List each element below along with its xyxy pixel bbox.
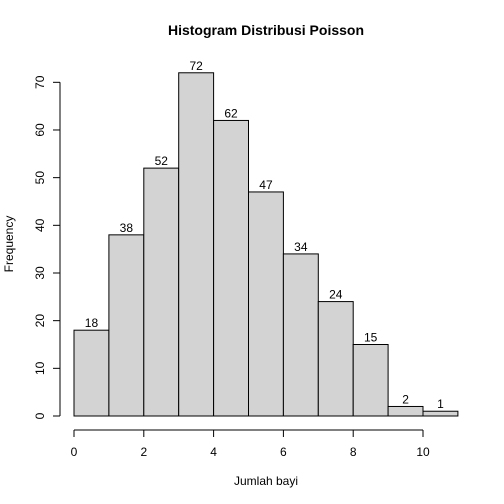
bar-data-label: 52 — [155, 154, 169, 168]
histogram-bar — [352, 344, 389, 417]
y-tick-label: 40 — [33, 218, 47, 232]
histogram-bar — [248, 191, 284, 417]
x-tick-label: 2 — [140, 445, 147, 459]
y-tick-label: 70 — [33, 75, 47, 89]
y-tick-label: 20 — [33, 314, 47, 328]
x-tick-label: 8 — [350, 445, 357, 459]
y-tick-label: 0 — [33, 412, 47, 419]
histogram-bar — [73, 329, 110, 417]
y-tick-label: 10 — [33, 361, 47, 375]
bar-data-label: 38 — [120, 221, 134, 235]
bar-data-label: 24 — [329, 288, 343, 302]
bars-group — [73, 72, 459, 417]
x-tick-label: 6 — [280, 445, 287, 459]
bar-data-label: 1 — [437, 397, 444, 411]
bar-data-label: 18 — [85, 316, 99, 330]
x-tick-label: 0 — [71, 445, 78, 459]
x-tick-label: 4 — [210, 445, 217, 459]
x-tick-label: 10 — [416, 445, 430, 459]
histogram-bar — [178, 72, 215, 417]
x-axis-label: Jumlah bayi — [234, 474, 298, 488]
bar-data-label: 34 — [294, 240, 308, 254]
x-axis: 0 2 4 6 8 10 — [71, 429, 430, 459]
bar-data-label: 2 — [402, 392, 409, 406]
y-tick-label: 30 — [33, 266, 47, 280]
y-tick-label: 50 — [33, 171, 47, 185]
chart-title: Histogram Distribusi Poisson — [168, 22, 364, 38]
y-axis: 0 10 20 30 40 50 60 70 — [33, 75, 61, 419]
y-tick-label: 60 — [33, 123, 47, 137]
histogram-bar — [143, 167, 180, 417]
bar-data-label: 47 — [259, 178, 273, 192]
histogram-bar — [108, 234, 145, 417]
bar-data-label: 62 — [224, 106, 238, 120]
histogram-bar — [317, 301, 354, 417]
histogram-bar — [387, 405, 424, 417]
histogram-bar — [282, 253, 319, 417]
bar-data-label: 72 — [189, 59, 203, 73]
histogram-bar — [213, 119, 250, 417]
bar-data-label: 15 — [364, 331, 378, 345]
histogram-bar — [422, 410, 459, 417]
y-axis-label: Frequency — [2, 216, 16, 273]
data-labels-group: 18 38 52 72 62 47 34 24 15 2 1 — [85, 59, 444, 411]
